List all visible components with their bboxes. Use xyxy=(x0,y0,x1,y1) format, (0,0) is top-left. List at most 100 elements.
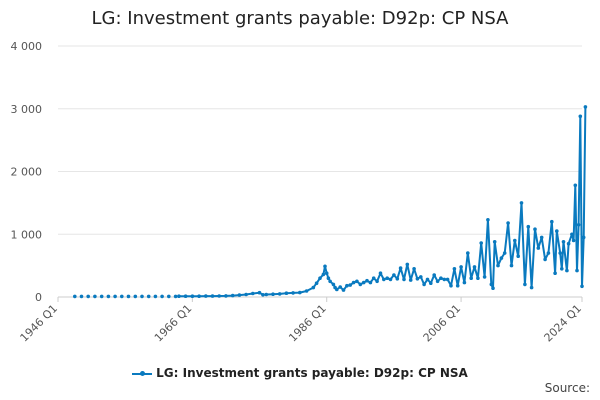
data-point xyxy=(555,229,559,233)
data-point xyxy=(496,263,500,268)
data-point xyxy=(291,291,295,295)
data-point xyxy=(197,294,201,299)
data-point xyxy=(432,273,437,277)
x-tick-label: 1986 Q1 xyxy=(286,302,329,345)
source-label[interactable]: Source: xyxy=(544,381,590,395)
data-point xyxy=(73,294,77,299)
y-tick-label: 2 000 xyxy=(11,166,43,179)
data-point xyxy=(261,293,265,297)
data-point xyxy=(442,277,447,282)
data-point xyxy=(408,278,413,282)
data-point xyxy=(392,273,396,277)
data-point xyxy=(565,268,569,273)
legend[interactable]: LG: Investment grants payable: D92p: CP … xyxy=(0,366,600,380)
data-point xyxy=(561,240,566,244)
data-point xyxy=(415,277,420,281)
data-point xyxy=(546,251,551,255)
data-point xyxy=(489,282,494,287)
data-point xyxy=(553,271,557,276)
data-point xyxy=(570,232,574,237)
chart-title: LG: Investment grants payable: D92p: CP … xyxy=(91,8,509,29)
y-tick-label: 4 000 xyxy=(11,40,43,53)
data-point xyxy=(190,294,195,299)
data-point xyxy=(516,254,520,258)
data-point xyxy=(529,285,534,290)
data-point xyxy=(449,283,453,288)
data-point xyxy=(476,276,480,281)
data-point xyxy=(583,105,588,109)
data-point xyxy=(575,268,579,273)
data-point xyxy=(523,282,527,287)
data-point xyxy=(326,276,331,281)
data-point xyxy=(491,286,495,291)
data-point xyxy=(318,276,322,281)
data-point xyxy=(86,294,90,299)
data-point xyxy=(284,291,289,296)
x-tick-label: 2024 Q1 xyxy=(542,302,585,345)
data-point xyxy=(425,277,430,282)
data-point xyxy=(324,271,329,276)
data-point xyxy=(160,294,164,299)
data-point xyxy=(543,257,547,262)
data-point xyxy=(452,267,457,271)
data-point xyxy=(355,279,359,284)
data-point xyxy=(173,294,178,299)
data-point xyxy=(264,292,269,297)
data-point xyxy=(323,264,327,269)
data-point xyxy=(126,294,131,299)
y-tick-label: 3 000 xyxy=(11,103,43,116)
data-point xyxy=(375,279,379,284)
data-point xyxy=(513,238,517,243)
data-point xyxy=(578,114,583,119)
data-point xyxy=(351,280,356,285)
data-point xyxy=(257,290,262,295)
data-point xyxy=(217,294,221,298)
legend-label: LG: Investment grants payable: D92p: CP … xyxy=(156,366,468,380)
data-point xyxy=(120,294,124,299)
data-point xyxy=(502,251,507,255)
data-point xyxy=(482,275,487,279)
data-point xyxy=(459,265,463,269)
data-point xyxy=(469,276,474,281)
data-point xyxy=(573,183,578,188)
data-point xyxy=(402,277,406,282)
data-point xyxy=(509,263,514,268)
series-line xyxy=(178,106,587,298)
data-point xyxy=(429,281,433,286)
data-point xyxy=(338,285,343,289)
data-point xyxy=(140,294,144,299)
data-point xyxy=(93,294,97,299)
data-point xyxy=(99,294,104,299)
data-point xyxy=(550,219,554,224)
data-point xyxy=(385,276,390,281)
data-point xyxy=(331,282,336,287)
y-tick-label: 1 000 xyxy=(11,228,43,241)
data-point xyxy=(251,291,255,296)
data-point xyxy=(486,218,490,222)
data-point xyxy=(571,238,576,243)
data-point xyxy=(499,256,504,260)
data-point xyxy=(580,284,584,289)
data-point xyxy=(405,262,410,267)
data-point xyxy=(506,221,510,225)
data-point xyxy=(422,282,426,287)
data-point xyxy=(311,285,316,290)
data-point xyxy=(328,279,332,284)
data-point xyxy=(435,279,440,284)
data-point xyxy=(277,292,282,296)
data-point xyxy=(79,294,84,299)
data-point xyxy=(321,272,326,277)
data-point xyxy=(398,266,403,270)
data-point xyxy=(419,275,423,279)
data-point xyxy=(576,223,581,227)
data-point xyxy=(298,290,302,295)
data-point xyxy=(472,265,477,269)
data-point xyxy=(106,294,111,299)
data-point xyxy=(581,235,586,240)
data-point xyxy=(230,293,235,298)
data-point xyxy=(271,292,275,297)
data-point xyxy=(566,241,571,246)
data-point xyxy=(455,283,460,288)
data-point xyxy=(558,251,562,255)
